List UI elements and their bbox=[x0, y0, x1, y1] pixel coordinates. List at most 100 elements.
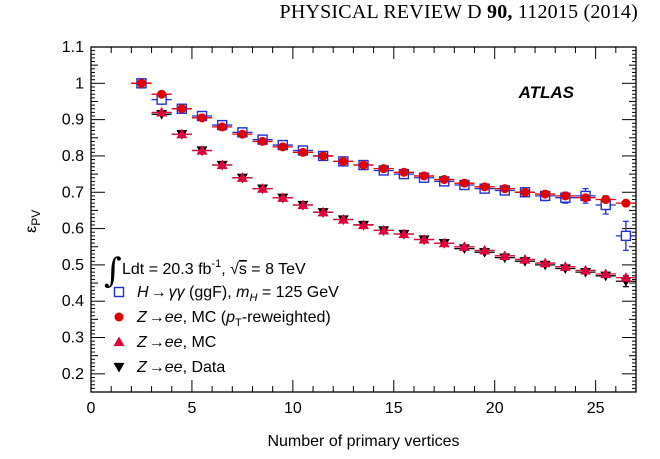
data-point bbox=[216, 159, 228, 170]
data-point bbox=[499, 250, 511, 260]
lumi-superscript: -1 bbox=[211, 258, 221, 270]
lumi-separator: , bbox=[221, 261, 230, 278]
sqrt-sign: √ bbox=[230, 261, 239, 278]
lumi-energy: = 8 TeV bbox=[247, 261, 306, 278]
y-axis-label-group: εPV bbox=[23, 210, 43, 233]
data-point bbox=[479, 244, 491, 255]
y-tick-label: 0.9 bbox=[62, 112, 84, 129]
data-point bbox=[500, 184, 510, 194]
data-point bbox=[540, 189, 550, 199]
journal-article: 112015 (2014) bbox=[517, 1, 638, 23]
data-point bbox=[601, 195, 611, 205]
data-point bbox=[358, 219, 369, 230]
data-point bbox=[197, 113, 207, 123]
series-1 bbox=[131, 78, 636, 208]
legend-label: Z →ee, MC (pT-reweighted) bbox=[136, 309, 331, 329]
data-point bbox=[439, 175, 449, 185]
data-point bbox=[379, 164, 389, 174]
y-axis-label: εPV bbox=[23, 210, 43, 233]
data-point bbox=[560, 191, 570, 201]
x-axis-label: Number of primary vertices bbox=[267, 433, 459, 450]
y-tick-label: 0.2 bbox=[62, 366, 84, 383]
data-point bbox=[278, 142, 288, 152]
plot-frame bbox=[90, 46, 637, 393]
luminosity-label: ∫ Ldt = 20.3 fb-1, √s = 8 TeV bbox=[104, 251, 306, 291]
legend-entry-3: Z →ee, Data bbox=[113, 359, 225, 376]
data-point bbox=[359, 160, 368, 170]
data-point bbox=[177, 104, 187, 114]
y-tick-label: 0.6 bbox=[62, 221, 84, 238]
y-tick-label: 0.8 bbox=[62, 148, 84, 165]
y-tick-label: 1 bbox=[75, 75, 84, 92]
data-point bbox=[277, 192, 289, 202]
data-point bbox=[621, 198, 631, 208]
data-point bbox=[580, 264, 592, 275]
journal-volume: 90, bbox=[487, 1, 513, 23]
legend-marker bbox=[113, 362, 125, 373]
data-point bbox=[298, 147, 308, 157]
data-point bbox=[338, 156, 348, 166]
data-point bbox=[236, 172, 248, 182]
legend: H → γγ (ggF), mH = 125 GeV Z →ee, MC (pT-rew… bbox=[113, 284, 339, 376]
y-tick-label: 1.1 bbox=[62, 39, 84, 56]
x-tick-label: 5 bbox=[187, 400, 196, 417]
legend-label: Z →ee, MC bbox=[136, 334, 216, 351]
data-point bbox=[297, 199, 309, 210]
legend-marker bbox=[113, 336, 125, 347]
legend-label: Z →ee, Data bbox=[136, 359, 225, 376]
data-point bbox=[559, 261, 571, 271]
journal-name: PHYSICAL REVIEW D bbox=[279, 1, 482, 23]
data-point bbox=[157, 89, 167, 99]
data-point bbox=[539, 257, 551, 268]
data-point bbox=[237, 129, 247, 139]
data-point bbox=[337, 214, 349, 224]
x-tick-label: 0 bbox=[87, 400, 96, 417]
data-point bbox=[196, 145, 208, 155]
data-point bbox=[317, 206, 329, 217]
x-tick-label: 25 bbox=[587, 400, 605, 417]
legend-entry-0: H → γγ (ggF), mH = 125 GeV bbox=[113, 284, 339, 304]
y-axis-label-subscript: PV bbox=[29, 210, 43, 226]
data-point bbox=[398, 228, 410, 239]
data-point bbox=[480, 182, 490, 192]
legend-marker bbox=[114, 312, 124, 322]
data-point bbox=[458, 241, 470, 251]
data-point bbox=[258, 136, 268, 146]
annotation-layer: ATLAS Number of primary vertices εPV ∫ L… bbox=[23, 83, 575, 450]
data-point bbox=[519, 253, 531, 264]
y-tick-label: 0.5 bbox=[62, 257, 84, 274]
data-point bbox=[520, 187, 530, 197]
data-point bbox=[217, 122, 227, 132]
data-point bbox=[600, 268, 612, 279]
legend-label: H → γγ (ggF), mH = 125 GeV bbox=[137, 284, 339, 304]
data-point bbox=[620, 272, 632, 282]
data-point bbox=[176, 128, 188, 139]
y-axis-label-symbol: ε bbox=[23, 226, 40, 233]
sqrt-s: s bbox=[239, 261, 247, 278]
plot-frame-layer: 0 5 10 15 20 25 0.2 0.3 0.4 0.5 0.6 0.7 0.8 0.9 1 1.1 bbox=[62, 39, 637, 417]
data-layer bbox=[131, 77, 636, 288]
data-point bbox=[581, 193, 591, 203]
journal-header: PHYSICAL REVIEW D 90, 112015 (2014) bbox=[280, 1, 639, 24]
legend-entry-2: Z →ee, MC bbox=[113, 334, 216, 351]
data-point bbox=[459, 178, 469, 188]
data-point bbox=[378, 224, 390, 235]
x-tick-label: 15 bbox=[385, 400, 403, 417]
data-point bbox=[318, 151, 328, 161]
series-2 bbox=[131, 77, 636, 282]
legend-marker bbox=[113, 286, 125, 298]
lumi-main: Ldt = 20.3 fb bbox=[122, 261, 212, 278]
y-tick-label: 0.7 bbox=[62, 184, 84, 201]
data-point bbox=[438, 237, 450, 248]
y-tick-label: 0.3 bbox=[62, 330, 84, 347]
data-point bbox=[136, 78, 146, 88]
y-tick-label: 0.4 bbox=[62, 293, 84, 310]
data-point bbox=[419, 171, 429, 181]
data-point bbox=[418, 233, 430, 244]
integral-sign: ∫ bbox=[104, 251, 122, 291]
atlas-label: ATLAS bbox=[518, 83, 575, 102]
data-point bbox=[620, 230, 632, 242]
x-tick-label: 20 bbox=[486, 400, 504, 417]
data-point bbox=[399, 167, 409, 177]
